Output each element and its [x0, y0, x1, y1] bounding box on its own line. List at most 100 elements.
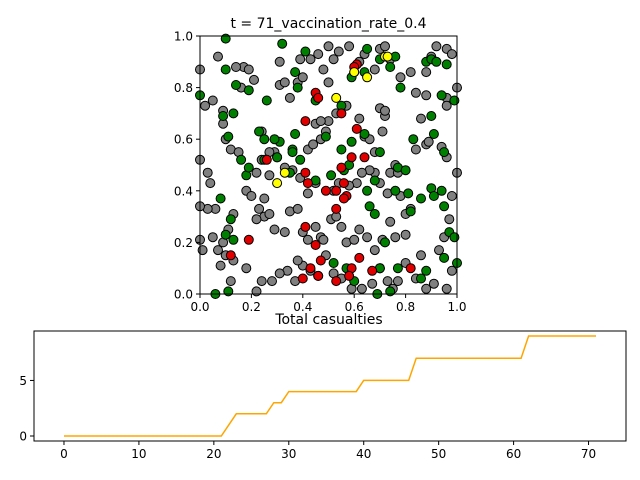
green-agent-point	[362, 185, 373, 196]
green-agent-point	[261, 95, 272, 106]
red-agent-point	[320, 185, 331, 196]
red-agent-point	[331, 185, 342, 196]
green-agent-point	[215, 193, 226, 204]
scatter-points	[195, 33, 462, 299]
gray-agent-point	[385, 216, 396, 227]
green-agent-point	[295, 154, 306, 165]
casualties-x-tick-label: 20	[206, 447, 221, 461]
gray-agent-point	[446, 265, 457, 276]
green-agent-point	[346, 136, 357, 147]
gray-agent-point	[267, 276, 277, 287]
green-agent-point	[439, 147, 450, 158]
gray-agent-point	[362, 232, 373, 243]
red-agent-point	[305, 263, 316, 274]
green-agent-point	[290, 129, 301, 139]
gray-agent-point	[207, 95, 218, 106]
green-agent-point	[392, 263, 403, 274]
gray-agent-point	[295, 54, 306, 65]
gray-agent-point	[336, 221, 347, 232]
gray-agent-point	[333, 46, 344, 57]
green-agent-point	[228, 234, 239, 245]
red-agent-point	[331, 203, 342, 214]
green-agent-point	[362, 43, 373, 54]
green-agent-point	[408, 134, 419, 145]
green-agent-point	[254, 126, 265, 137]
gray-agent-point	[410, 87, 421, 98]
casualties-x-tick-label: 60	[506, 447, 521, 461]
scatter-y-tick-label: 0.2	[174, 236, 193, 250]
gray-agent-point	[308, 139, 319, 150]
scatter-panel: t = 71_vaccination_rate_0.4 0.0 0.2 0.4 0.6…	[174, 16, 467, 314]
green-agent-point	[231, 80, 241, 90]
scatter-frame	[199, 35, 458, 295]
gray-agent-point	[421, 90, 432, 101]
green-agent-point	[369, 175, 380, 186]
casualties-line	[64, 335, 596, 437]
gray-agent-point	[259, 193, 270, 204]
gray-agent-point	[431, 41, 442, 52]
gray-agent-point	[197, 245, 208, 256]
gray-agent-point	[349, 234, 360, 245]
yellow-agent-point	[362, 72, 373, 83]
green-agent-point	[220, 64, 231, 75]
green-agent-point	[359, 129, 370, 139]
gray-agent-point	[369, 64, 380, 75]
gray-agent-point	[390, 232, 401, 243]
gray-agent-point	[264, 209, 275, 219]
gray-agent-point	[264, 170, 275, 181]
red-agent-point	[359, 152, 370, 163]
green-agent-point	[449, 232, 460, 243]
green-agent-point	[218, 111, 229, 121]
gray-agent-point	[328, 54, 339, 65]
gray-agent-point	[310, 221, 321, 232]
red-agent-point	[346, 152, 357, 163]
gray-agent-point	[249, 74, 259, 85]
green-agent-point	[236, 154, 247, 165]
red-agent-point	[313, 270, 324, 281]
yellow-agent-point	[279, 167, 290, 178]
scatter-y-axis: 0.0 0.2 0.4 0.6 0.8 1.0	[174, 30, 200, 302]
red-agent-point	[331, 276, 342, 287]
green-agent-point	[428, 191, 439, 201]
red-agent-point	[302, 178, 313, 189]
gray-agent-point	[446, 49, 457, 60]
gray-agent-point	[441, 100, 452, 111]
green-agent-point	[436, 185, 447, 196]
green-agent-point	[228, 108, 239, 119]
red-agent-point	[300, 167, 311, 178]
casualties-x-tick-label: 50	[431, 447, 446, 461]
red-agent-point	[243, 234, 254, 245]
gray-agent-point	[251, 167, 262, 178]
green-agent-point	[374, 147, 385, 158]
gray-agent-point	[315, 116, 326, 127]
green-agent-point	[272, 152, 283, 163]
green-agent-point	[431, 56, 442, 67]
gray-agent-point	[213, 245, 223, 256]
casualties-x-tick-label: 10	[131, 447, 146, 461]
gray-agent-point	[243, 64, 254, 75]
gray-agent-point	[356, 283, 367, 294]
scatter-x-tick-label: 0.6	[345, 300, 364, 314]
green-agent-point	[416, 273, 426, 284]
red-agent-point	[300, 221, 311, 232]
gray-agent-point	[369, 245, 380, 256]
gray-agent-point	[256, 276, 267, 287]
green-agent-point	[441, 59, 452, 70]
green-agent-point	[400, 165, 411, 176]
casualties-x-tick-label: 40	[356, 447, 371, 461]
red-agent-point	[338, 193, 349, 204]
gray-agent-point	[279, 77, 290, 88]
green-agent-point	[380, 237, 390, 248]
gray-agent-point	[395, 72, 406, 83]
gray-agent-point	[416, 113, 426, 124]
scatter-x-axis: 0.0 0.2 0.4 0.6 0.8 1.0	[190, 294, 467, 314]
gray-agent-point	[318, 234, 329, 245]
gray-agent-point	[323, 77, 334, 88]
gray-agent-point	[423, 136, 434, 147]
gray-agent-point	[446, 191, 457, 201]
yellow-agent-point	[331, 92, 342, 103]
green-agent-point	[395, 82, 406, 93]
gray-agent-point	[251, 286, 262, 297]
scatter-y-tick-label: 0.4	[174, 184, 193, 198]
red-agent-point	[315, 255, 326, 266]
